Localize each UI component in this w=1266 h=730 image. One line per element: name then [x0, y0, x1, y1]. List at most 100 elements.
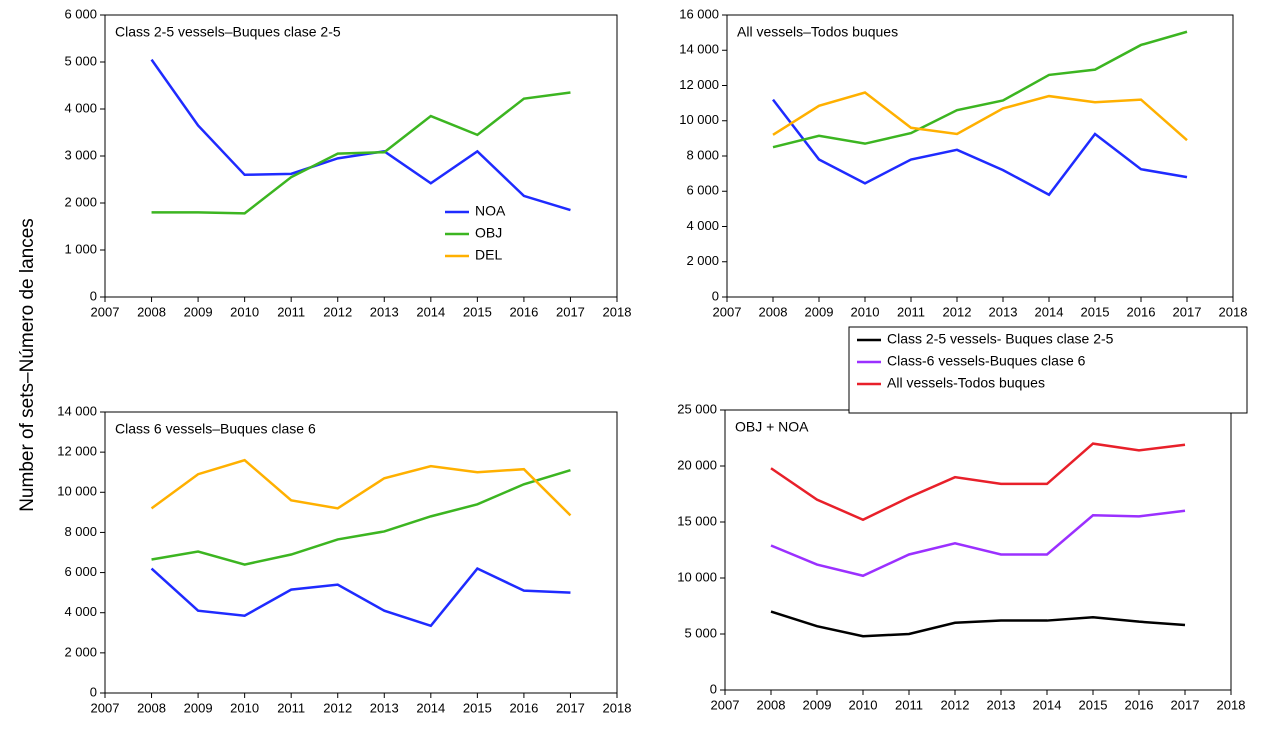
series-line — [770, 442, 1186, 522]
x-tick-label: 2010 — [230, 700, 259, 715]
x-tick-label: 2009 — [184, 700, 213, 715]
panel-title: All vessels–Todos buques — [737, 24, 898, 40]
panel-title: OBJ + NOA — [735, 419, 809, 435]
x-tick-label: 2016 — [1127, 304, 1156, 319]
plot-frame — [726, 14, 1234, 298]
x-tick-label: 2011 — [277, 304, 305, 319]
x-tick-label: 2015 — [1081, 304, 1110, 319]
x-tick-label: 2015 — [463, 700, 492, 715]
series-line — [150, 567, 571, 628]
x-tick-label: 2011 — [897, 304, 925, 319]
x-tick-label: 2016 — [509, 304, 538, 319]
series-line — [770, 610, 1186, 638]
y-tick-label: 3 000 — [64, 147, 97, 162]
y-tick-label: 10 000 — [679, 112, 719, 127]
legend-box — [848, 326, 1248, 414]
y-tick-label: 4 000 — [686, 218, 719, 233]
x-tick-label: 2009 — [805, 304, 834, 319]
series-line — [151, 91, 571, 215]
x-tick-label: 2015 — [1079, 697, 1108, 712]
x-tick-label: 2011 — [277, 700, 305, 715]
x-tick-label: 2017 — [556, 304, 585, 319]
legend-label: DEL — [475, 247, 502, 263]
plot-frame — [104, 411, 618, 694]
x-tick-label: 2018 — [603, 700, 632, 715]
y-tick-label: 14 000 — [57, 403, 97, 418]
x-tick-label: 2014 — [416, 304, 445, 319]
y-tick-label: 2 000 — [64, 644, 97, 659]
y-tick-label: 10 000 — [677, 569, 717, 584]
x-tick-label: 2016 — [509, 700, 538, 715]
series-line — [770, 509, 1186, 578]
y-tick-label: 0 — [90, 288, 97, 303]
x-tick-label: 2008 — [137, 700, 166, 715]
y-tick-label: 12 000 — [57, 444, 97, 459]
y-tick-label: 20 000 — [677, 457, 717, 472]
series-line — [150, 58, 571, 212]
x-tick-label: 2010 — [849, 697, 878, 712]
legend-label: Class-6 vessels-Buques clase 6 — [887, 353, 1086, 369]
y-tick-label: 15 000 — [677, 513, 717, 528]
x-tick-label: 2017 — [1173, 304, 1202, 319]
x-tick-label: 2012 — [323, 304, 352, 319]
x-tick-label: 2012 — [943, 304, 972, 319]
y-axis-label: Number of sets–Número de lances — [17, 218, 38, 512]
series-line — [772, 98, 1188, 197]
y-tick-label: 0 — [90, 684, 97, 699]
x-tick-label: 2018 — [1217, 697, 1246, 712]
x-tick-label: 2009 — [184, 304, 213, 319]
x-tick-label: 2014 — [1035, 304, 1064, 319]
y-tick-label: 5 000 — [64, 53, 97, 68]
x-tick-label: 2011 — [895, 697, 923, 712]
x-tick-label: 2018 — [1219, 304, 1248, 319]
y-tick-label: 5 000 — [684, 625, 717, 640]
y-tick-label: 0 — [712, 288, 719, 303]
x-tick-label: 2017 — [1171, 697, 1200, 712]
y-tick-label: 1 000 — [64, 241, 97, 256]
y-tick-label: 0 — [710, 681, 717, 696]
legend-label: NOA — [475, 203, 506, 219]
y-tick-label: 4 000 — [64, 604, 97, 619]
x-tick-label: 2007 — [713, 304, 742, 319]
series-line — [772, 30, 1188, 149]
series-line — [150, 458, 572, 517]
x-tick-label: 2010 — [851, 304, 880, 319]
legend-label: OBJ — [475, 225, 502, 241]
x-tick-label: 2013 — [989, 304, 1018, 319]
legend-label: All vessels-Todos buques — [887, 375, 1045, 391]
y-tick-label: 25 000 — [677, 401, 717, 416]
x-tick-label: 2009 — [803, 697, 832, 712]
legend-label: Class 2-5 vessels- Buques clase 2-5 — [887, 331, 1114, 347]
x-tick-label: 2007 — [91, 700, 120, 715]
x-tick-label: 2012 — [323, 700, 352, 715]
y-tick-label: 2 000 — [686, 253, 719, 268]
x-tick-label: 2008 — [759, 304, 788, 319]
x-tick-label: 2010 — [230, 304, 259, 319]
y-tick-label: 12 000 — [679, 77, 719, 92]
x-tick-label: 2015 — [463, 304, 492, 319]
y-tick-label: 14 000 — [679, 42, 719, 57]
panel-title: Class 6 vessels–Buques clase 6 — [115, 421, 316, 437]
x-tick-label: 2014 — [416, 700, 445, 715]
y-tick-label: 2 000 — [64, 194, 97, 209]
x-tick-label: 2016 — [1125, 697, 1154, 712]
y-tick-label: 4 000 — [64, 100, 97, 115]
series-line — [151, 469, 571, 566]
y-tick-label: 6 000 — [686, 183, 719, 198]
panel-title: Class 2-5 vessels–Buques clase 2-5 — [115, 24, 341, 40]
x-tick-label: 2013 — [370, 700, 399, 715]
y-tick-label: 8 000 — [686, 147, 719, 162]
y-tick-label: 6 000 — [64, 564, 97, 579]
y-tick-label: 6 000 — [64, 6, 97, 21]
x-tick-label: 2007 — [711, 697, 740, 712]
x-tick-label: 2008 — [757, 697, 786, 712]
y-tick-label: 16 000 — [679, 6, 719, 21]
series-line — [772, 91, 1188, 142]
x-tick-label: 2018 — [603, 304, 632, 319]
x-tick-label: 2014 — [1033, 697, 1062, 712]
x-tick-label: 2007 — [91, 304, 120, 319]
x-tick-label: 2012 — [941, 697, 970, 712]
y-tick-label: 10 000 — [57, 484, 97, 499]
x-tick-label: 2017 — [556, 700, 585, 715]
